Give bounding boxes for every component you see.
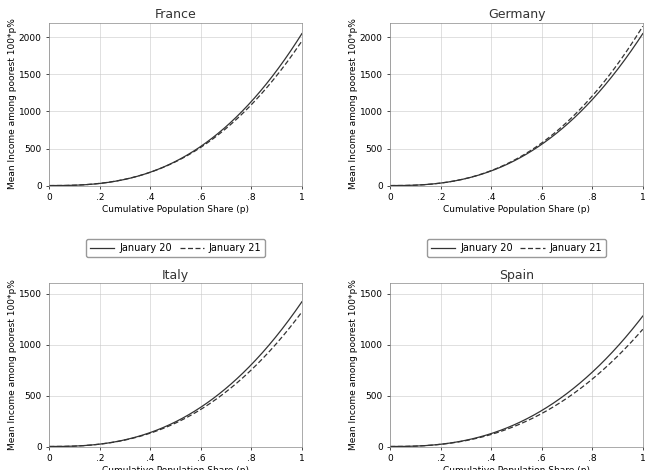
January 21 (387, 444, 394, 449)
X-axis label: Cumulative Population Share (p): Cumulative Population Share (p) (443, 205, 590, 214)
January 20 (118, 177, 126, 183)
X-axis label: Cumulative Population Share (p): Cumulative Population Share (p) (102, 466, 249, 470)
January 21 (254, 360, 262, 366)
January 20 (595, 89, 603, 94)
January 20 (211, 133, 219, 139)
January 20 (45, 183, 53, 188)
January 21 (45, 183, 53, 188)
January 20 (254, 354, 262, 360)
January 20 (298, 299, 306, 305)
January 21 (118, 177, 126, 183)
Y-axis label: Mean Income among poorest 100*p%: Mean Income among poorest 100*p% (349, 280, 358, 450)
Title: Italy: Italy (162, 269, 189, 282)
January 20 (552, 399, 560, 404)
January 20 (449, 179, 456, 184)
X-axis label: Cumulative Population Share (p): Cumulative Population Share (p) (102, 205, 249, 214)
January 20 (549, 133, 557, 139)
Line: January 20: January 20 (390, 316, 643, 446)
January 21 (137, 172, 145, 178)
January 21 (137, 433, 145, 439)
January 21 (208, 400, 216, 405)
Y-axis label: Mean Income among poorest 100*p%: Mean Income among poorest 100*p% (9, 19, 18, 189)
January 20 (108, 439, 116, 445)
Line: January 20: January 20 (390, 34, 643, 186)
Legend: January 20, January 21: January 20, January 21 (427, 239, 606, 257)
Line: January 21: January 21 (49, 312, 302, 446)
January 20 (254, 91, 262, 96)
January 21 (459, 176, 467, 182)
X-axis label: Cumulative Population Share (p): Cumulative Population Share (p) (443, 466, 590, 470)
Line: January 20: January 20 (49, 34, 302, 186)
January 21 (478, 171, 486, 177)
January 20 (298, 31, 306, 37)
January 20 (387, 183, 394, 188)
January 21 (211, 397, 219, 403)
January 21 (211, 134, 219, 140)
January 20 (639, 313, 647, 319)
Line: January 21: January 21 (390, 26, 643, 186)
January 21 (595, 370, 603, 376)
January 21 (459, 438, 467, 444)
Title: Germany: Germany (488, 8, 545, 21)
January 20 (45, 444, 53, 449)
January 21 (108, 179, 116, 185)
January 21 (45, 444, 53, 449)
January 20 (137, 172, 145, 178)
January 21 (298, 38, 306, 44)
Line: January 21: January 21 (390, 329, 643, 446)
Legend: January 20, January 21: January 20, January 21 (86, 239, 265, 257)
January 21 (298, 309, 306, 315)
Y-axis label: Mean Income among poorest 100*p%: Mean Income among poorest 100*p% (349, 19, 358, 189)
January 21 (478, 434, 486, 440)
January 21 (254, 94, 262, 100)
January 20 (208, 135, 216, 141)
January 21 (449, 440, 456, 446)
January 21 (208, 137, 216, 142)
January 20 (208, 397, 216, 402)
January 20 (459, 438, 467, 444)
January 21 (639, 327, 647, 332)
January 20 (108, 179, 116, 185)
January 21 (595, 85, 603, 91)
January 21 (108, 440, 116, 446)
January 20 (478, 171, 486, 177)
January 20 (137, 433, 145, 439)
January 20 (639, 31, 647, 37)
January 21 (449, 179, 456, 184)
Y-axis label: Mean Income among poorest 100*p%: Mean Income among poorest 100*p% (9, 280, 18, 450)
January 20 (552, 131, 560, 137)
January 20 (549, 401, 557, 407)
Title: Spain: Spain (499, 269, 534, 282)
January 21 (118, 438, 126, 443)
January 21 (549, 404, 557, 410)
January 20 (595, 363, 603, 368)
January 20 (449, 440, 456, 446)
January 21 (549, 132, 557, 137)
January 21 (552, 129, 560, 135)
Title: France: France (155, 8, 196, 21)
Line: January 20: January 20 (49, 302, 302, 446)
January 20 (118, 438, 126, 443)
January 20 (478, 433, 486, 439)
January 20 (387, 444, 394, 449)
January 21 (387, 183, 394, 188)
January 21 (639, 24, 647, 29)
January 21 (552, 402, 560, 408)
January 20 (459, 176, 467, 182)
January 20 (211, 394, 219, 400)
Line: January 21: January 21 (49, 41, 302, 186)
